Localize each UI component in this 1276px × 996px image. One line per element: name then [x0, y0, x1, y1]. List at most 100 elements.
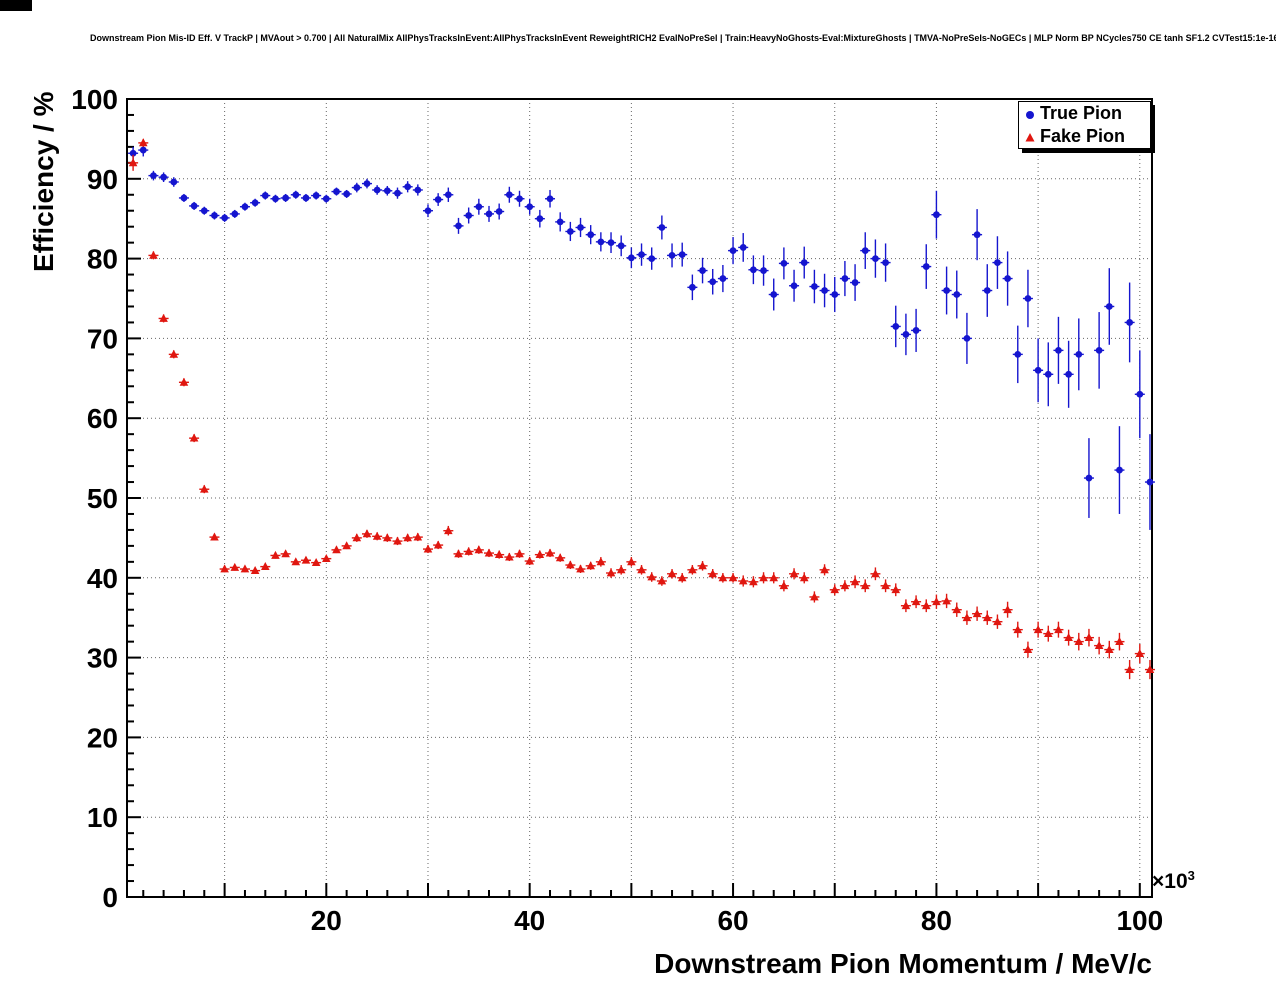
data-point: [189, 433, 199, 442]
data-point: [688, 283, 696, 291]
data-point: [1136, 390, 1144, 398]
data-point: [139, 146, 147, 154]
data-point: [129, 149, 137, 157]
data-point: [170, 178, 178, 186]
data-point: [688, 565, 697, 574]
data-point: [800, 259, 808, 266]
data-point: [261, 192, 269, 199]
data-point: [322, 554, 331, 563]
data-point: [414, 186, 422, 194]
data-point: [861, 247, 869, 255]
data-point: [413, 532, 423, 541]
data-point: [353, 184, 361, 191]
data-point: [149, 250, 158, 259]
data-point: [383, 187, 391, 195]
data-point: [1074, 637, 1084, 646]
data-point: [525, 556, 534, 565]
y-tick-label: 90: [87, 164, 118, 195]
data-point: [332, 545, 341, 554]
data-point: [465, 212, 473, 219]
data-point: [657, 576, 667, 585]
data-point: [738, 576, 748, 585]
data-point: [128, 158, 138, 167]
data-point: [291, 557, 301, 566]
data-point: [709, 278, 717, 286]
data-point: [526, 203, 534, 211]
data-point: [892, 323, 900, 330]
y-tick-label: 60: [87, 403, 118, 434]
data-point: [719, 275, 727, 282]
data-point: [728, 573, 738, 582]
y-tick-label: 0: [102, 882, 118, 913]
data-point: [180, 194, 188, 202]
data-point: [587, 231, 595, 239]
data-point: [1095, 346, 1103, 354]
y-tick-label: 40: [87, 563, 118, 594]
data-point: [1115, 637, 1124, 646]
data-point: [221, 214, 229, 222]
data-point: [1064, 633, 1073, 642]
data-point: [902, 331, 910, 338]
data-point: [770, 291, 778, 298]
data-point: [505, 552, 514, 561]
data-point: [545, 548, 555, 557]
data-point: [260, 562, 270, 571]
data-point: [749, 266, 757, 274]
data-point: [993, 617, 1002, 626]
data-point: [424, 207, 432, 215]
data-point: [606, 568, 616, 577]
series-fake-pion: [128, 138, 1155, 680]
data-point: [464, 546, 473, 555]
data-point: [860, 581, 870, 590]
data-point: [455, 222, 462, 230]
data-point: [850, 577, 860, 586]
data-point: [251, 199, 259, 207]
data-point: [718, 573, 728, 582]
data-point: [667, 569, 677, 578]
data-point: [169, 349, 179, 358]
x-tick-label: 20: [311, 905, 342, 936]
data-point: [901, 601, 911, 610]
data-point: [311, 558, 321, 567]
data-point: [556, 218, 564, 226]
data-point: [516, 195, 523, 203]
series-true-pion: [128, 143, 1155, 530]
data-point: [1065, 370, 1073, 378]
data-point: [403, 533, 412, 542]
data-point: [576, 564, 585, 573]
data-point: [789, 569, 799, 578]
data-point: [851, 279, 859, 286]
data-point: [190, 202, 198, 210]
data-point: [749, 577, 758, 586]
data-point: [668, 252, 676, 259]
data-point: [179, 377, 189, 386]
data-point: [394, 189, 401, 197]
data-point: [333, 188, 340, 195]
data-point: [1004, 275, 1012, 282]
data-point: [780, 259, 788, 267]
data-point: [627, 557, 636, 566]
data-point: [647, 572, 657, 581]
data-point: [577, 224, 584, 231]
data-point: [769, 573, 779, 582]
x-tick-label: 60: [717, 905, 748, 936]
data-point: [343, 190, 351, 198]
data-point: [830, 585, 840, 594]
data-point: [150, 172, 157, 180]
data-point: [271, 550, 280, 559]
data-point: [922, 263, 930, 270]
data-point: [475, 203, 483, 211]
data-point: [292, 191, 300, 199]
data-point: [963, 335, 971, 342]
x-axis-title: Downstream Pion Momentum / MeV/c: [654, 948, 1152, 979]
data-point: [352, 533, 362, 542]
data-point: [872, 255, 879, 262]
data-point: [474, 545, 484, 554]
data-point: [200, 207, 208, 215]
data-point: [882, 259, 889, 266]
x-axis-multiplier: ×103: [1152, 868, 1195, 894]
data-point: [505, 191, 513, 199]
data-point: [494, 550, 504, 559]
data-point: [231, 210, 239, 218]
data-point: [1054, 625, 1063, 634]
